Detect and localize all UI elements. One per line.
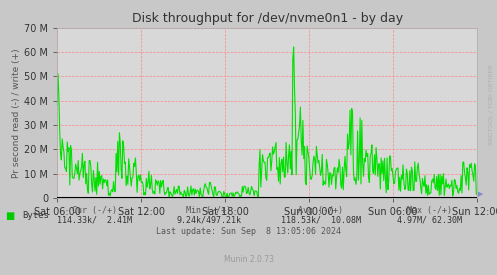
Text: Cur (-/+): Cur (-/+) (72, 206, 117, 215)
Text: Max (-/+): Max (-/+) (408, 206, 452, 215)
Text: Last update: Sun Sep  8 13:05:06 2024: Last update: Sun Sep 8 13:05:06 2024 (156, 227, 341, 235)
Text: 9.24k/497.21k: 9.24k/497.21k (176, 216, 241, 224)
Title: Disk throughput for /dev/nvme0n1 - by day: Disk throughput for /dev/nvme0n1 - by da… (132, 12, 403, 25)
Text: Munin 2.0.73: Munin 2.0.73 (224, 255, 273, 264)
Text: ▶: ▶ (478, 191, 484, 197)
Text: RRDTOOL / TOBI OETIKER: RRDTOOL / TOBI OETIKER (489, 64, 494, 145)
Y-axis label: Pr second read (-) / write (+): Pr second read (-) / write (+) (12, 48, 21, 178)
Text: 4.97M/ 62.30M: 4.97M/ 62.30M (398, 216, 462, 224)
Text: 114.33k/  2.41M: 114.33k/ 2.41M (57, 216, 132, 224)
Text: 118.53k/  10.08M: 118.53k/ 10.08M (281, 216, 360, 224)
Text: Bytes: Bytes (22, 211, 49, 220)
Text: Avg (-/+): Avg (-/+) (298, 206, 343, 215)
Text: Min (-/+): Min (-/+) (186, 206, 231, 215)
Text: ■: ■ (5, 211, 14, 221)
